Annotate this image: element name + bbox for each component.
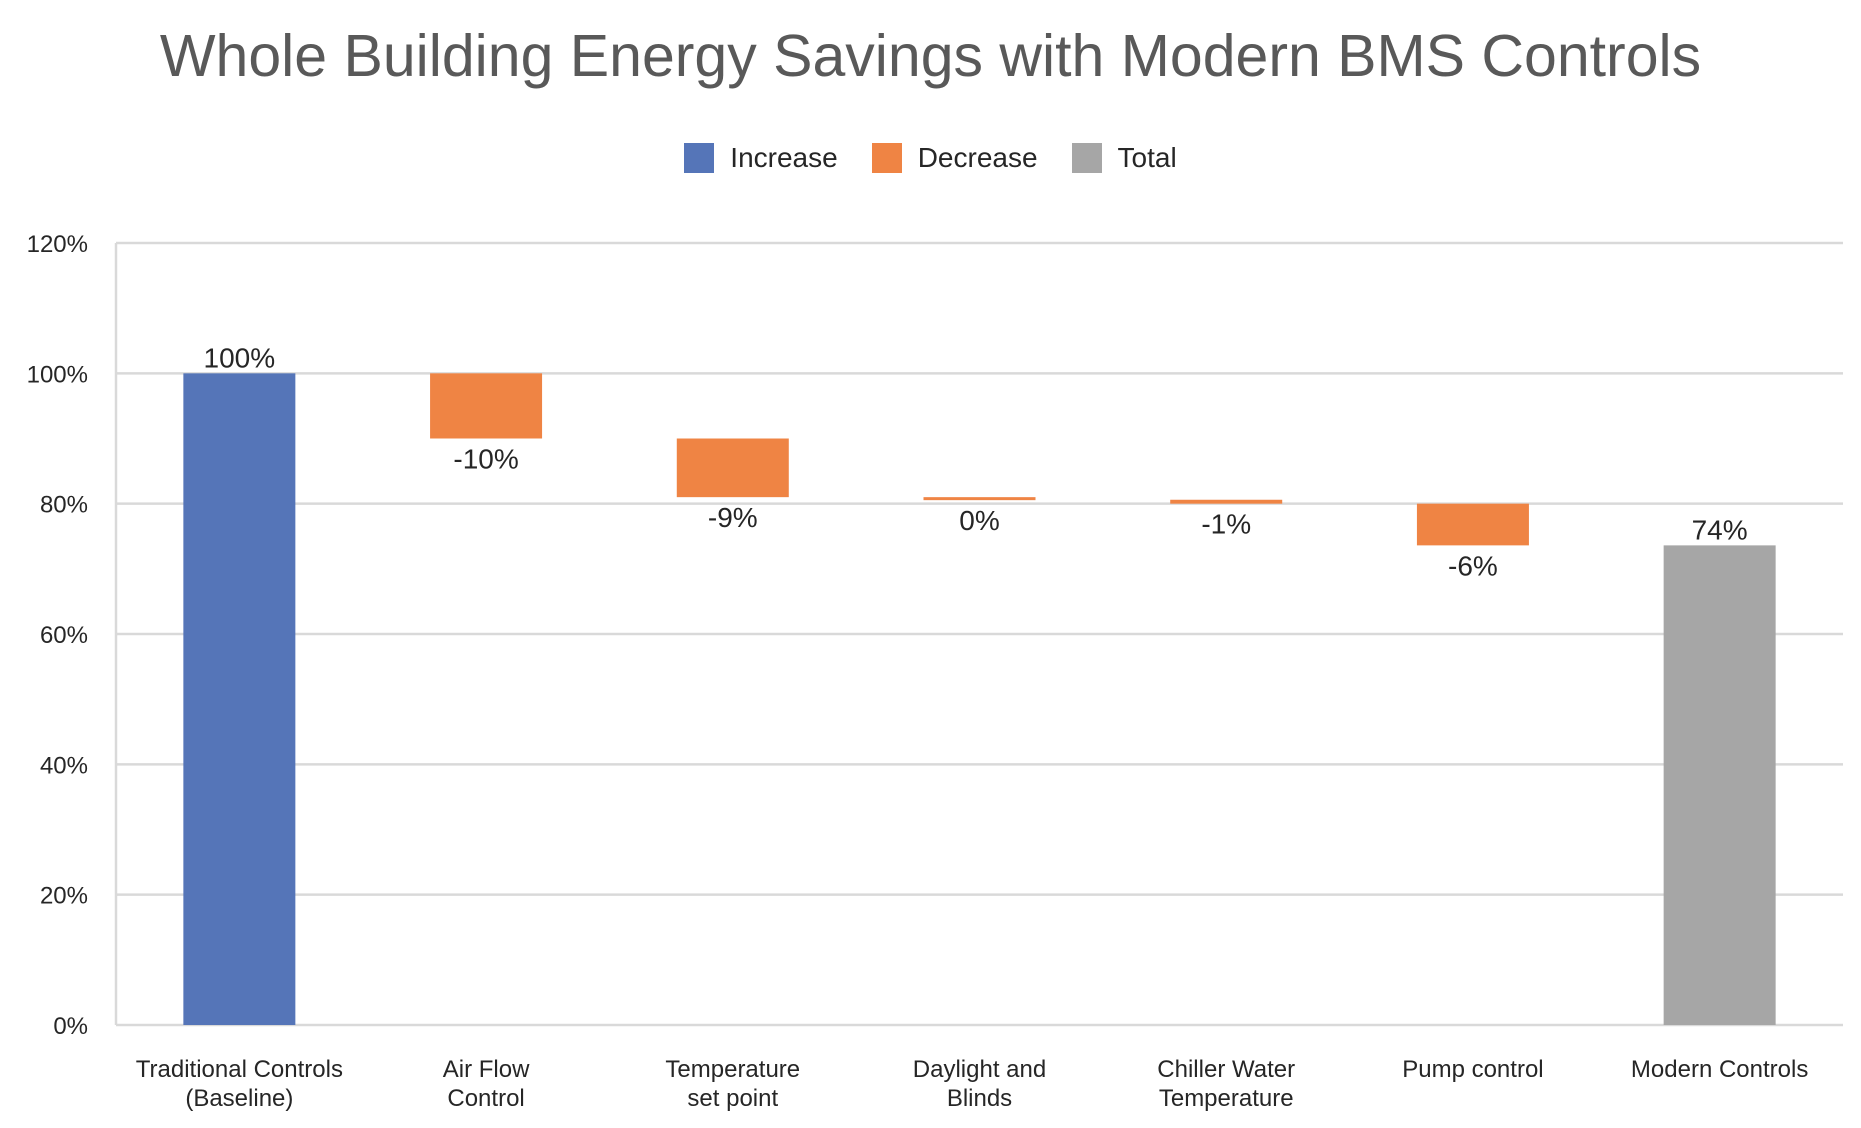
bar-decrease [923, 497, 1036, 501]
bar-decrease [430, 373, 543, 439]
bar-increase [183, 373, 296, 1025]
legend-label-total: Total [1117, 142, 1177, 173]
data-label: -6% [1448, 550, 1498, 581]
x-category-label: Traditional Controls [136, 1056, 343, 1083]
y-tick-label: 0% [53, 1013, 88, 1040]
y-tick-label: 80% [40, 492, 88, 519]
bar-decrease [676, 438, 789, 498]
x-category-label: set point [687, 1085, 778, 1112]
y-tick-label: 60% [40, 622, 88, 649]
data-label: 0% [959, 505, 999, 536]
data-label: 74% [1692, 514, 1748, 545]
chart-legend: Increase Decrease Total [0, 142, 1861, 174]
data-label: 100% [204, 342, 276, 373]
legend-swatch-decrease [871, 143, 902, 173]
x-category-label: Chiller Water [1157, 1056, 1295, 1083]
data-label: -1% [1201, 509, 1251, 540]
x-category-label: Temperature [1159, 1085, 1294, 1112]
legend-item-decrease: Decrease [871, 142, 1038, 174]
y-tick-label: 120% [27, 231, 88, 258]
x-category-label: (Baseline) [185, 1085, 293, 1112]
x-category-label: Daylight and [913, 1056, 1046, 1083]
x-category-label: Control [447, 1085, 524, 1112]
legend-label-decrease: Decrease [917, 142, 1038, 173]
legend-swatch-total [1071, 143, 1102, 173]
x-category-label: Blinds [947, 1085, 1012, 1112]
bar-total [1663, 545, 1776, 1025]
x-category-label: Air Flow [443, 1056, 530, 1083]
y-tick-label: 40% [40, 752, 88, 779]
legend-label-increase: Increase [730, 142, 838, 173]
x-category-label: Pump control [1402, 1056, 1543, 1083]
x-category-label: Modern Controls [1631, 1056, 1808, 1083]
bar-decrease [1170, 499, 1283, 504]
legend-swatch-increase [684, 143, 715, 173]
x-category-label: Temperature [665, 1056, 800, 1083]
y-tick-label: 20% [40, 883, 88, 910]
data-label: -9% [708, 502, 758, 533]
chart-title: Whole Building Energy Savings with Moder… [159, 23, 1702, 89]
bar-decrease [1416, 503, 1529, 546]
legend-item-increase: Increase [684, 142, 838, 174]
y-tick-label: 100% [27, 361, 88, 388]
data-label: -10% [453, 444, 518, 475]
legend-item-total: Total [1071, 142, 1177, 174]
